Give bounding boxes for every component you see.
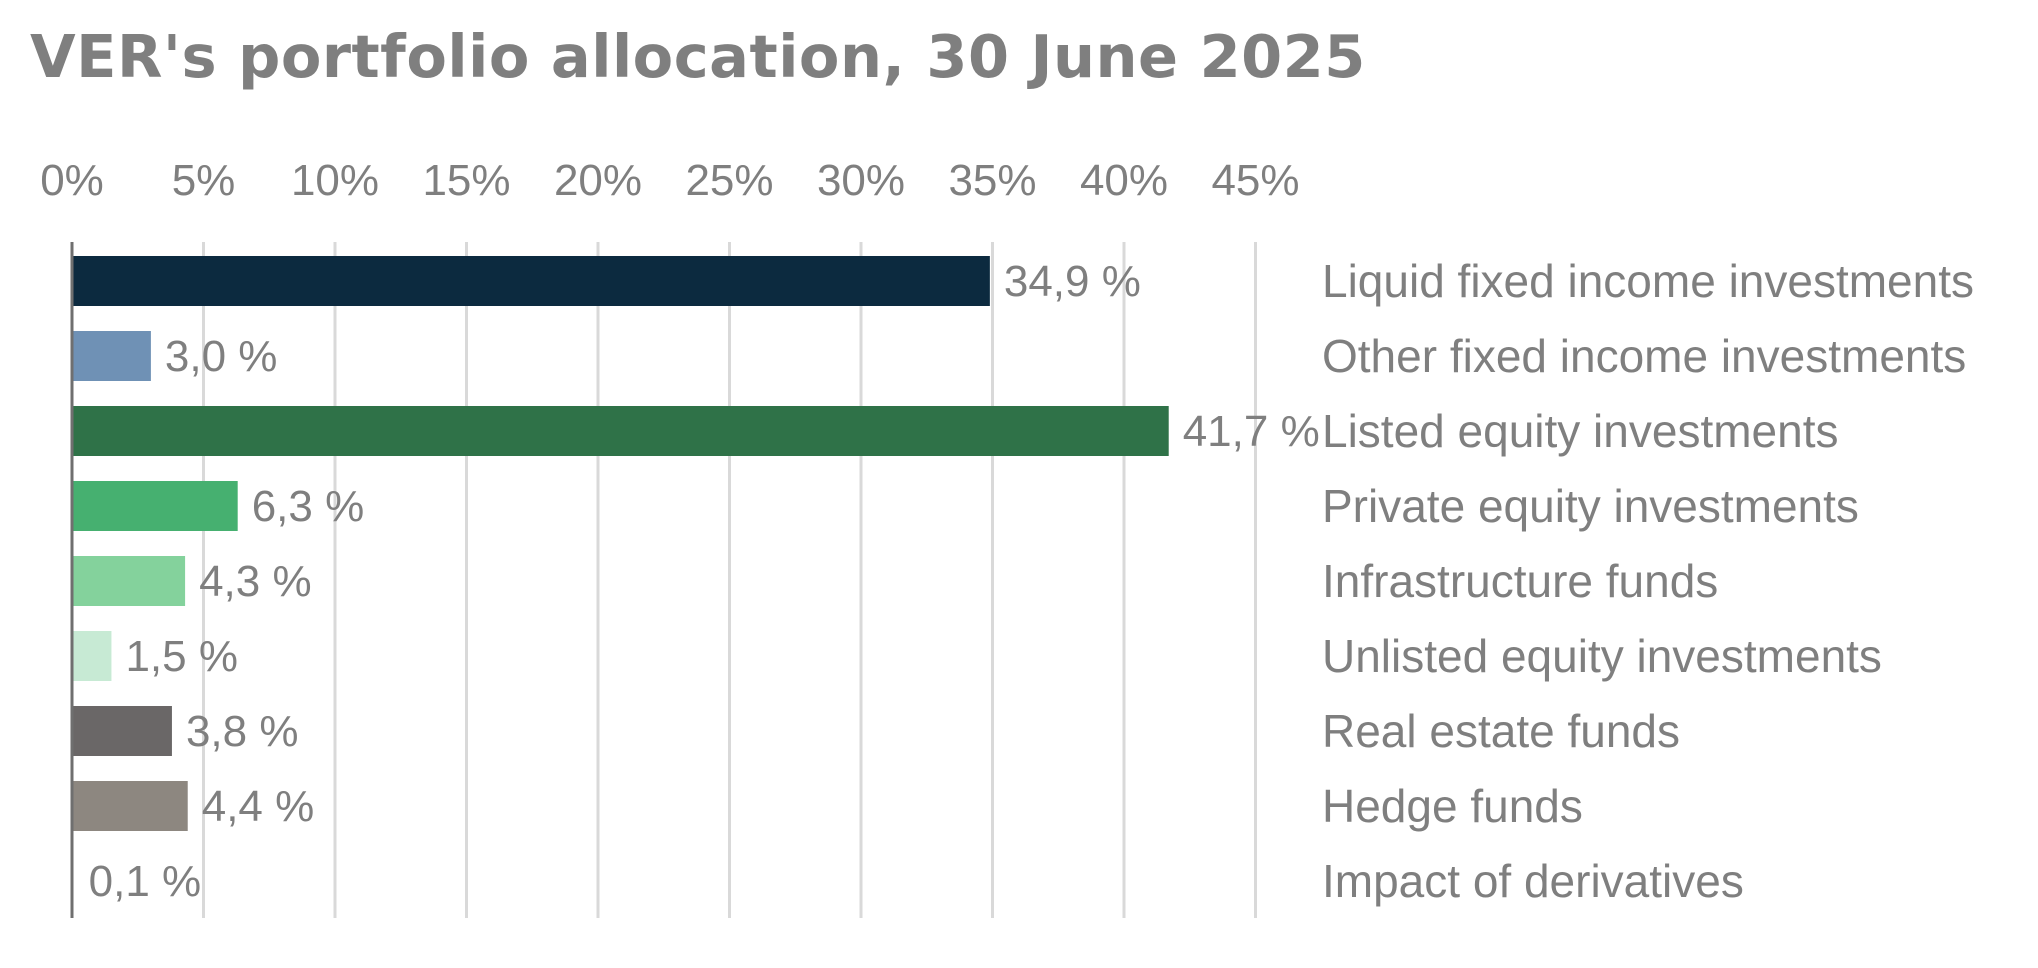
bar [72,631,112,681]
category-label: Unlisted equity investments [1322,630,1882,682]
bar [72,706,172,756]
x-tick-label: 25% [685,156,773,205]
category-label: Impact of derivatives [1322,855,1744,907]
category-label: Hedge funds [1322,780,1583,832]
value-label: 6,3 % [252,482,365,531]
value-label: 4,3 % [199,557,312,606]
category-label: Private equity investments [1322,480,1859,532]
value-label: 4,4 % [202,782,315,831]
value-label: 34,9 % [1004,257,1141,306]
chart-title: VER's portfolio allocation, 30 June 2025 [30,22,1366,91]
bar [72,256,990,306]
x-tick-label: 5% [172,156,236,205]
category-label: Infrastructure funds [1322,555,1718,607]
x-tick-label: 30% [817,156,905,205]
bar [72,781,188,831]
x-tick-label: 35% [948,156,1036,205]
value-label: 41,7 % [1183,407,1320,456]
value-labels: 34,9 % 3,0 % 41,7 % 6,3 % 4,3 % 1,5 % 3,8 % 4,4… [89,257,1320,906]
x-tick-label: 45% [1211,156,1299,205]
category-label: Real estate funds [1322,705,1680,757]
value-label: 3,8 % [186,707,299,756]
bar [72,556,186,606]
category-labels: Liquid fixed income investments Other fix… [1322,255,1974,907]
gridlines [202,242,1257,918]
x-tick-label: 0% [40,156,104,205]
x-axis-ticks: 0% 5% 10% 15% 20% 25% 30% 35% 40% 45% [40,156,1299,205]
x-tick-label: 10% [291,156,379,205]
category-label: Other fixed income investments [1322,330,1966,382]
bar [72,406,1169,456]
value-label: 0,1 % [89,857,202,906]
bar [72,481,238,531]
x-tick-label: 15% [422,156,510,205]
value-label: 3,0 % [165,332,278,381]
value-label: 1,5 % [125,632,238,681]
bar [72,331,151,381]
category-label: Listed equity investments [1322,405,1839,457]
bars [72,256,1169,906]
category-label: Liquid fixed income investments [1322,255,1974,307]
x-tick-label: 40% [1080,156,1168,205]
x-tick-label: 20% [554,156,642,205]
